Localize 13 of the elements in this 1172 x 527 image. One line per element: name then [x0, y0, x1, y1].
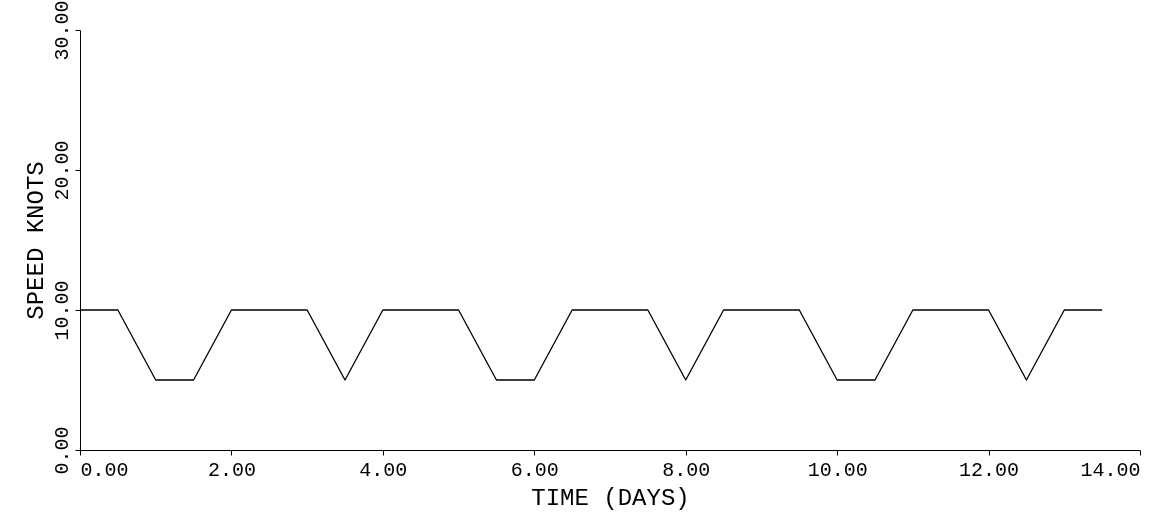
x-tick-label: 10.00	[807, 458, 868, 482]
x-tick-label: 2.00	[207, 458, 256, 482]
x-tick-label: 14.00	[1080, 458, 1141, 482]
y-tick-label: 20.00	[50, 140, 74, 201]
x-tick-label: 8.00	[662, 458, 711, 482]
y-axis-title: SPEED KNOTS	[22, 161, 50, 320]
x-tick-label: 12.00	[959, 458, 1020, 482]
x-axis-title: TIME (DAYS)	[531, 484, 690, 512]
x-tick-label: 4.00	[359, 458, 408, 482]
x-tick-label: 0.00	[80, 458, 129, 482]
x-tick-label: 6.00	[510, 458, 559, 482]
y-tick-label: 30.00	[50, 0, 74, 61]
y-tick-label: 10.00	[50, 280, 74, 341]
